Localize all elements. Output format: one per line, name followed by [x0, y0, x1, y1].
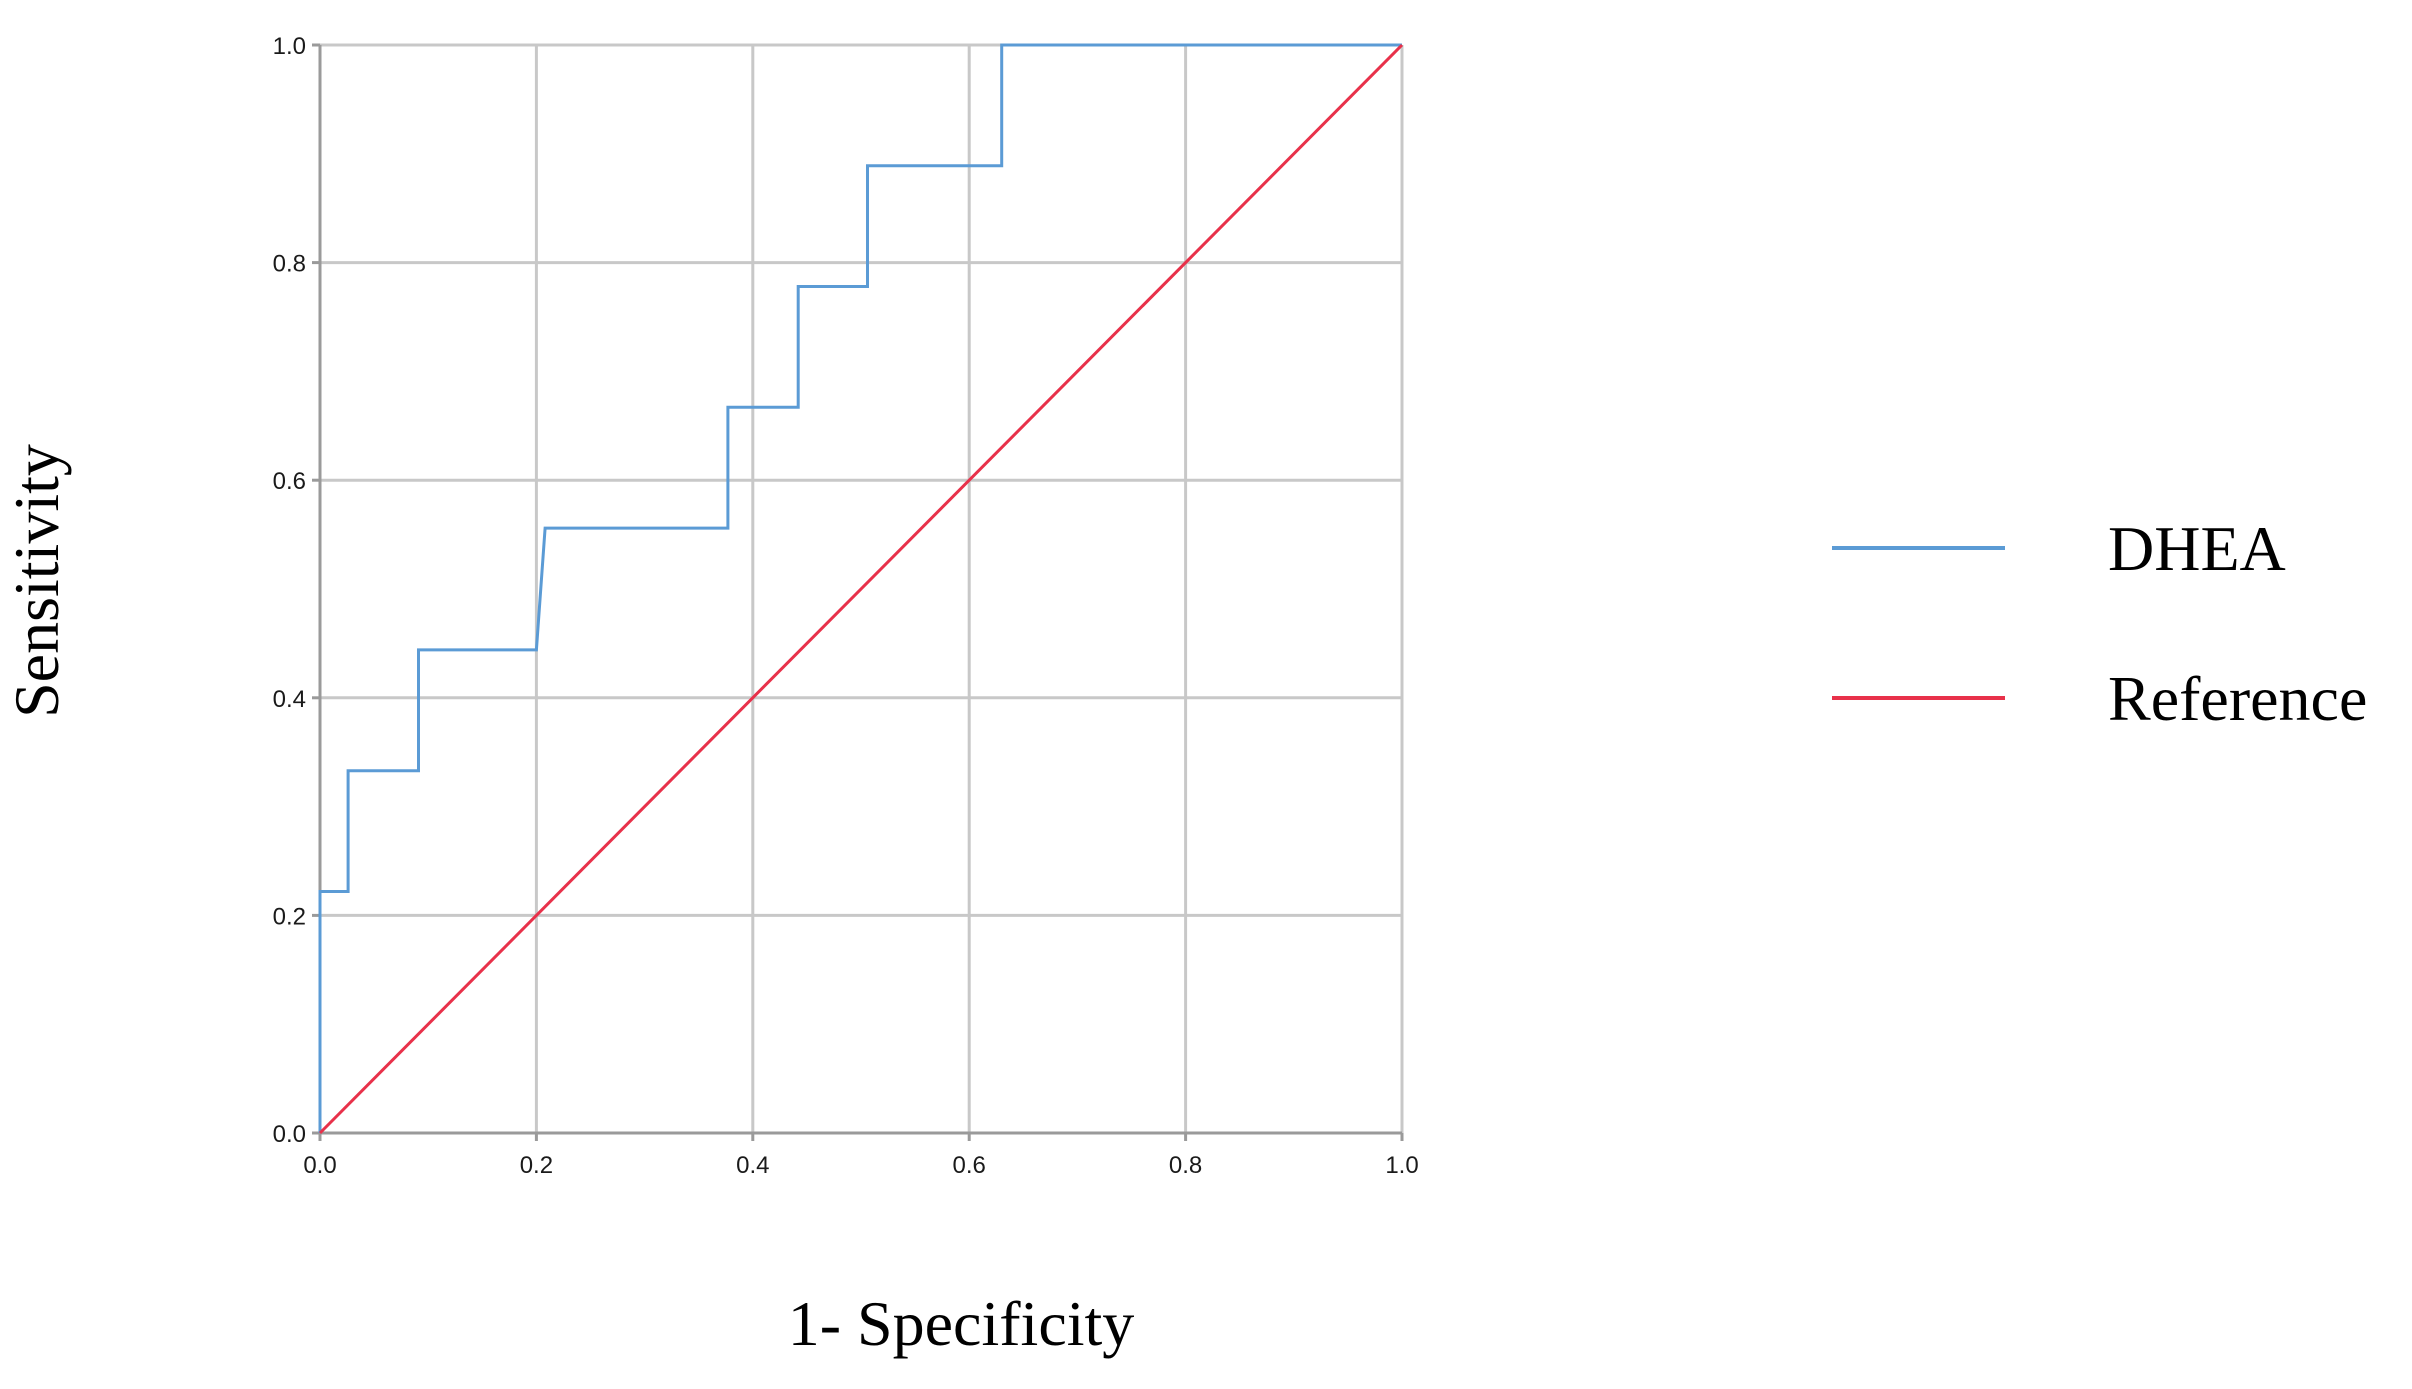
y-tick-label: 0.6 — [273, 468, 306, 495]
legend-label-dhea: DHEA — [2108, 513, 2286, 584]
x-axis-label: 1- Specificity — [788, 1288, 1135, 1359]
x-tick-label: 1.0 — [1385, 1152, 1418, 1179]
y-tick-label: 1.0 — [273, 33, 306, 60]
y-tick-label: 0.4 — [273, 686, 306, 713]
series-line-reference — [318, 43, 1404, 1135]
y-tick-label: 0.2 — [273, 903, 306, 930]
legend: DHEA Reference — [1832, 513, 2367, 734]
series — [318, 43, 1404, 1135]
y-tick-label: 0.0 — [273, 1121, 306, 1148]
x-tick-label: 0.8 — [1169, 1152, 1202, 1179]
x-tick-label: 0.2 — [520, 1152, 553, 1179]
y-tick-label: 0.8 — [273, 251, 306, 278]
x-tick-label: 0.0 — [303, 1152, 336, 1179]
tick-labels: 0.0 0.2 0.4 0.6 0.8 1.0 0.0 0.2 0.4 0.6 0.8 1.0 — [273, 33, 1419, 1179]
y-axis-label: Sensitivity — [1, 444, 72, 718]
series-line-dhea — [318, 43, 1402, 1133]
x-tick-label: 0.6 — [953, 1152, 986, 1179]
legend-label-reference: Reference — [2108, 663, 2367, 734]
x-tick-label: 0.4 — [736, 1152, 769, 1179]
